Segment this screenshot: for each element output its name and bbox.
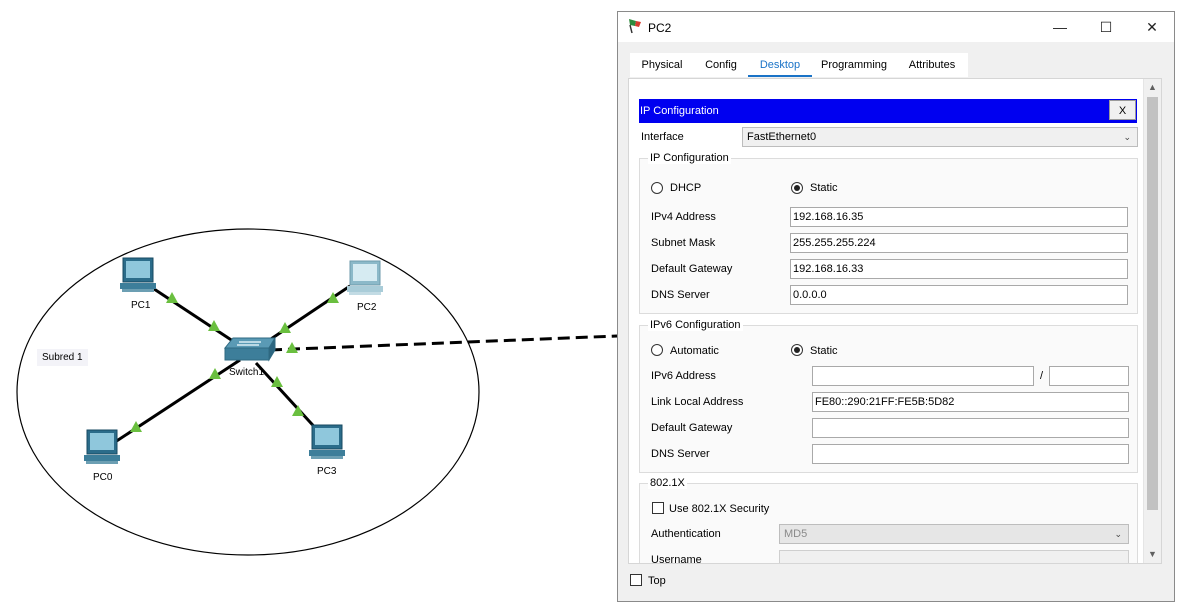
link-up-indicator	[286, 342, 298, 353]
username-label: Username	[651, 554, 702, 564]
interface-label: Interface	[641, 131, 684, 143]
ipv6-static-label: Static	[810, 345, 838, 357]
ip-config-close-button[interactable]: X	[1109, 100, 1136, 120]
link-local-label: Link Local Address	[651, 396, 744, 408]
title-bar[interactable]: PC2 — ☐ ✕	[618, 12, 1174, 42]
ipv6-group: IPv6 Configuration Automatic Static IPv6…	[639, 319, 1138, 473]
window-title: PC2	[648, 21, 672, 35]
chevron-down-icon: ⌄	[1114, 529, 1122, 539]
ipv6-static-radio[interactable]	[791, 344, 803, 356]
dot1x-group-title: 802.1X	[648, 477, 687, 489]
static-radio[interactable]	[791, 182, 803, 194]
link-local-field[interactable]: FE80::290:21FF:FE5B:5D82	[812, 392, 1129, 412]
ipv6-dns-field[interactable]	[812, 444, 1129, 464]
link-indicators	[130, 292, 339, 432]
minimize-icon: —	[1053, 19, 1067, 35]
ipv4-address-field[interactable]: 192.168.16.35	[790, 207, 1128, 227]
authentication-select[interactable]: MD5 ⌄	[779, 524, 1129, 544]
pc1-label: PC1	[131, 300, 151, 311]
use-8021x-checkbox[interactable]	[652, 502, 664, 514]
authentication-label: Authentication	[651, 528, 721, 540]
vertical-scrollbar[interactable]: ▲ ▼	[1143, 79, 1161, 563]
interface-select[interactable]: FastEthernet0 ⌄	[742, 127, 1138, 147]
link-up-indicator	[166, 292, 178, 303]
tab-programming[interactable]: Programming	[812, 53, 896, 77]
subnet-mask-field[interactable]: 255.255.255.224	[790, 233, 1128, 253]
ipv6-address-label: IPv6 Address	[651, 370, 716, 382]
pc1-icon[interactable]	[120, 257, 156, 292]
link-up-indicator	[209, 368, 221, 379]
link-pc3-switch	[254, 361, 322, 435]
link-up-indicator	[271, 376, 283, 387]
pc3-icon[interactable]	[309, 424, 345, 459]
ipv4-address-label: IPv4 Address	[651, 211, 716, 223]
dot1x-group: 802.1X Use 802.1X Security Authenticatio…	[639, 477, 1138, 564]
ipv6-dns-label: DNS Server	[651, 448, 710, 460]
tab-physical[interactable]: Physical	[630, 53, 694, 77]
close-button[interactable]: ✕	[1130, 12, 1174, 42]
top-checkbox[interactable]	[630, 574, 642, 586]
top-label: Top	[648, 575, 666, 587]
ip-config-title: IP Configuration	[640, 105, 719, 117]
ipv6-prefix-separator: /	[1040, 370, 1044, 382]
subnet-note: Subred 1	[37, 349, 88, 366]
pc2-window: PC2 — ☐ ✕ Physical Config Desktop Progra…	[617, 11, 1175, 602]
ipv6-automatic-radio[interactable]	[651, 344, 663, 356]
ipv6-prefix-field[interactable]	[1049, 366, 1129, 386]
subnet-mask-label: Subnet Mask	[651, 237, 716, 249]
use-8021x-label: Use 802.1X Security	[669, 503, 770, 515]
link-up-indicator	[292, 405, 304, 416]
username-field[interactable]	[779, 550, 1129, 563]
authentication-value: MD5	[784, 528, 808, 540]
maximize-icon: ☐	[1099, 19, 1113, 35]
scroll-thumb[interactable]	[1147, 97, 1158, 510]
ipv4-gateway-label: Default Gateway	[651, 263, 733, 275]
scroll-up-icon[interactable]: ▲	[1148, 82, 1157, 92]
dhcp-radio[interactable]	[651, 182, 663, 194]
desktop-content: IP Configuration X Interface FastEtherne…	[628, 78, 1162, 564]
tab-desktop[interactable]: Desktop	[748, 53, 812, 77]
pc0-icon[interactable]	[84, 429, 120, 464]
switch-label: Switch1	[229, 367, 265, 378]
ipv6-automatic-label: Automatic	[670, 345, 719, 357]
scroll-down-icon[interactable]: ▼	[1148, 549, 1157, 559]
ipv4-dns-label: DNS Server	[651, 289, 710, 301]
ipv4-gateway-field[interactable]: 192.168.16.33	[790, 259, 1128, 279]
minimize-button[interactable]: —	[1038, 12, 1082, 42]
ipv6-address-field[interactable]	[812, 366, 1034, 386]
switch-icon[interactable]	[223, 336, 276, 362]
link-up-indicator	[327, 292, 339, 303]
link-up-indicator	[279, 322, 291, 333]
ipv6-group-title: IPv6 Configuration	[648, 319, 743, 331]
packet-tracer-icon	[629, 19, 641, 34]
ipv4-group-title: IP Configuration	[648, 152, 731, 164]
dhcp-label: DHCP	[670, 182, 702, 194]
link-switch-external	[269, 334, 618, 352]
close-icon: ✕	[1146, 19, 1158, 35]
ip-config-header: IP Configuration X	[639, 99, 1137, 123]
pc3-label: PC3	[317, 466, 337, 477]
ipv6-gateway-label: Default Gateway	[651, 422, 733, 434]
interface-value: FastEthernet0	[747, 131, 817, 143]
pc2-label: PC2	[357, 302, 377, 313]
pc0-label: PC0	[93, 472, 113, 483]
link-up-indicator	[208, 320, 220, 331]
chevron-down-icon: ⌄	[1123, 132, 1131, 142]
ipv4-dns-field[interactable]: 0.0.0.0	[790, 285, 1128, 305]
tab-config[interactable]: Config	[694, 53, 748, 77]
static-label: Static	[810, 182, 838, 194]
subnet-boundary	[16, 228, 480, 556]
ipv4-group: IP Configuration DHCP Static IPv4 Addres…	[639, 152, 1138, 314]
link-up-indicator	[130, 421, 142, 432]
tab-attributes[interactable]: Attributes	[896, 53, 968, 77]
maximize-button[interactable]: ☐	[1084, 12, 1128, 42]
ipv6-gateway-field[interactable]	[812, 418, 1129, 438]
pc2-icon[interactable]	[347, 260, 383, 295]
